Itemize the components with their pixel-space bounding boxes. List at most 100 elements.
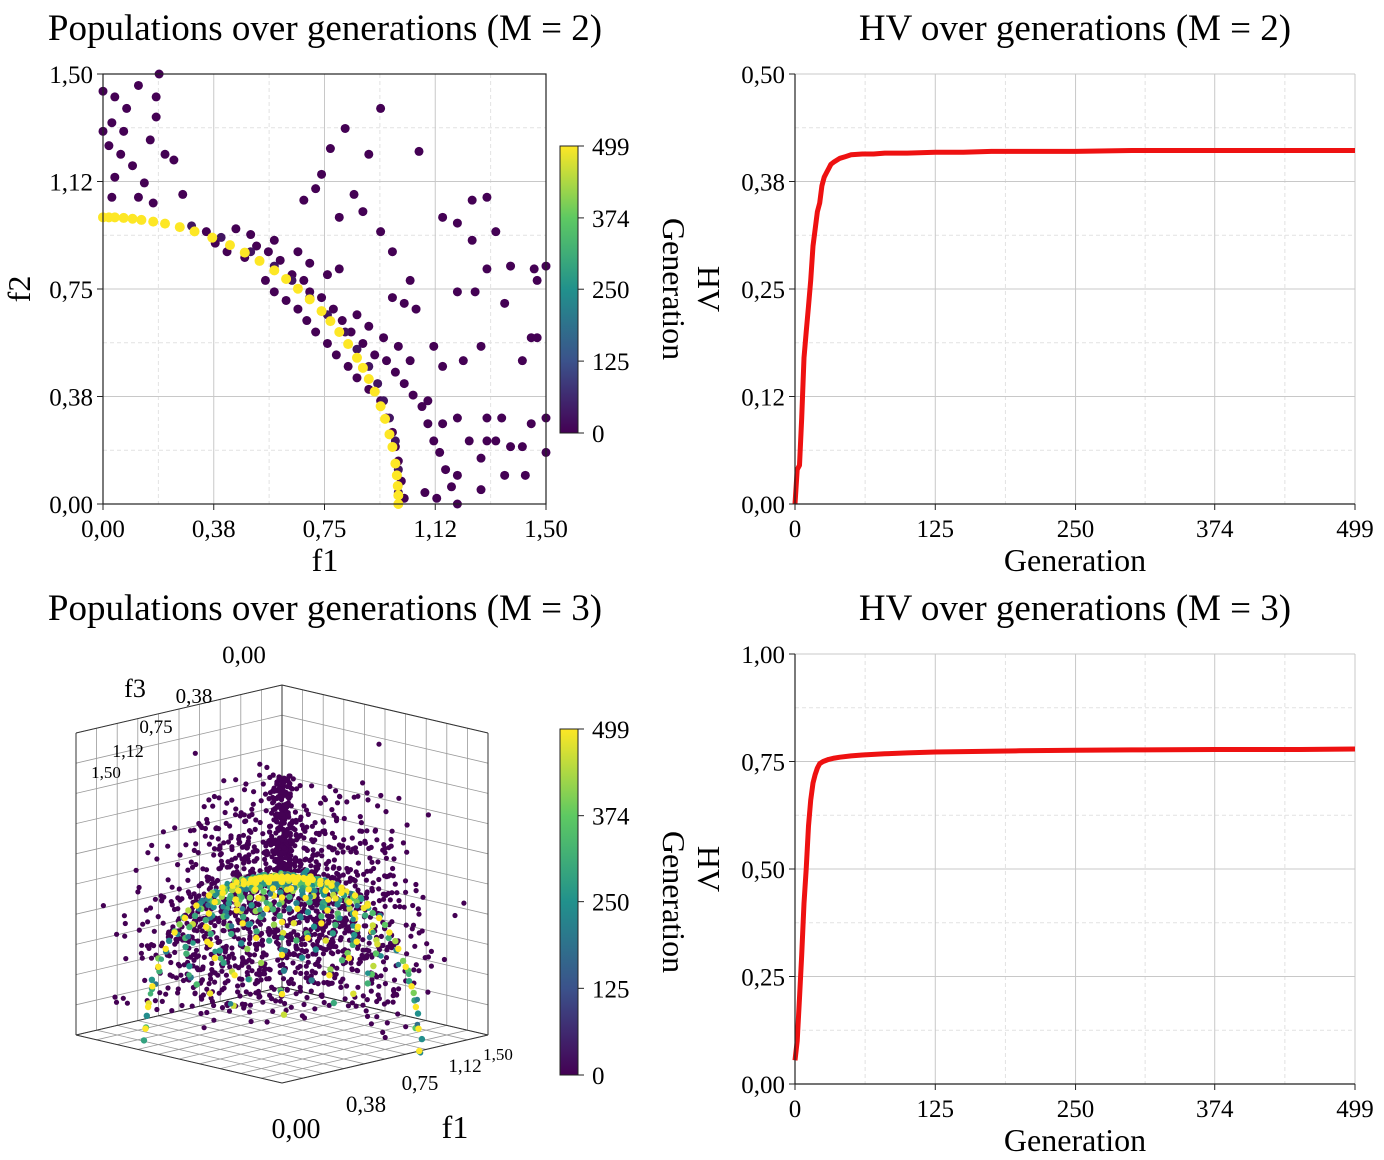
population-point (343, 339, 354, 350)
population-point (301, 1015, 308, 1021)
population-point (263, 899, 270, 906)
floor-grid-line (137, 1001, 344, 1050)
population-point (320, 828, 326, 835)
population-point (355, 860, 361, 866)
population-point (207, 930, 214, 938)
population-point (247, 1002, 253, 1008)
population-point (191, 912, 199, 920)
population-point (124, 1000, 130, 1006)
population-point (304, 879, 312, 887)
y-tick-label: 0,50 (741, 857, 785, 884)
population-point (308, 973, 314, 979)
population-point (188, 894, 194, 900)
population-point (233, 777, 239, 783)
population-point (226, 1008, 233, 1014)
wall-grid-line (75, 805, 283, 855)
population-point (209, 834, 215, 840)
f1-tick-label: 0,75 (402, 1071, 439, 1095)
population-point (364, 902, 371, 909)
population-point (247, 952, 253, 958)
population-point (355, 887, 361, 893)
population-point (319, 993, 325, 1000)
population-point (275, 794, 281, 800)
population-point (257, 761, 263, 767)
floor-grid-line (178, 1010, 386, 1060)
population-point (199, 996, 205, 1002)
population-point (221, 778, 227, 784)
population-point (235, 936, 242, 942)
population-point (391, 988, 397, 994)
population-point (228, 835, 234, 841)
population-point (441, 956, 447, 963)
population-point (340, 976, 346, 982)
population-point (297, 984, 303, 990)
hv2-ylabel: HV (691, 266, 727, 312)
population-point (391, 856, 397, 862)
population-point (405, 978, 413, 985)
population-point (358, 338, 368, 348)
population-point (241, 866, 247, 872)
population-point (252, 241, 262, 251)
population-point (235, 887, 242, 894)
pop2-xlabel: f1 (312, 542, 339, 578)
pop3-colorbar (559, 728, 579, 1076)
population-point (211, 793, 217, 800)
population-point (506, 442, 516, 452)
population-point (233, 907, 240, 914)
population-point (270, 1008, 276, 1014)
population-point (269, 996, 275, 1002)
population-point (286, 941, 292, 947)
population-point (349, 189, 359, 199)
population-point (376, 947, 383, 953)
population-point (253, 934, 260, 942)
population-point (249, 968, 255, 974)
population-point (191, 957, 197, 963)
population-point (107, 118, 117, 128)
population-point (235, 983, 241, 989)
population-point (175, 862, 181, 868)
population-point (399, 379, 409, 389)
population-point (276, 804, 282, 810)
population-point (257, 868, 263, 874)
x-tick-label: 1,12 (413, 516, 457, 543)
hv2-series-line (792, 148, 1355, 505)
population-point (414, 146, 424, 156)
population-point (344, 950, 351, 957)
population-point (411, 967, 417, 973)
population-point (322, 338, 332, 348)
population-point (321, 999, 327, 1006)
population-point (366, 934, 373, 941)
population-point (298, 914, 304, 921)
population-point (279, 929, 287, 937)
population-point (189, 226, 200, 237)
population-point (532, 275, 542, 285)
population-point (222, 949, 228, 955)
population-point (253, 928, 260, 935)
population-point (397, 904, 403, 910)
floor-grid-line (117, 996, 324, 1045)
population-point (292, 857, 298, 863)
population-point (476, 341, 486, 351)
population-point (186, 972, 192, 978)
population-point (390, 367, 400, 377)
population-point (224, 864, 230, 870)
population-point (204, 816, 210, 823)
population-point (287, 833, 293, 839)
population-point (286, 905, 293, 912)
population-point (277, 998, 283, 1004)
pop2-colorbar-ticks: 0 125 250 374 499 (578, 134, 630, 448)
population-point (177, 852, 183, 858)
population-point (208, 976, 214, 982)
population-point (359, 952, 365, 958)
population-point (204, 938, 211, 945)
population-point (312, 961, 319, 968)
population-point (199, 881, 205, 887)
population-point (146, 945, 152, 952)
population-point (321, 970, 327, 976)
population-point (175, 961, 181, 967)
population-point (403, 889, 409, 895)
population-point (278, 990, 286, 998)
population-point (363, 374, 374, 385)
population-point (140, 1037, 148, 1044)
population-point (396, 986, 402, 992)
